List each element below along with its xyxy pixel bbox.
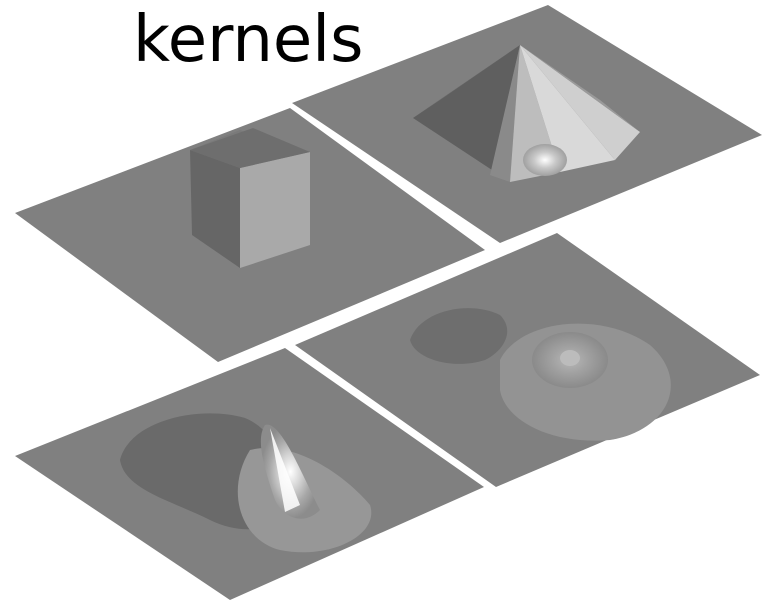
kernel-surfaces-figure <box>0 0 769 602</box>
